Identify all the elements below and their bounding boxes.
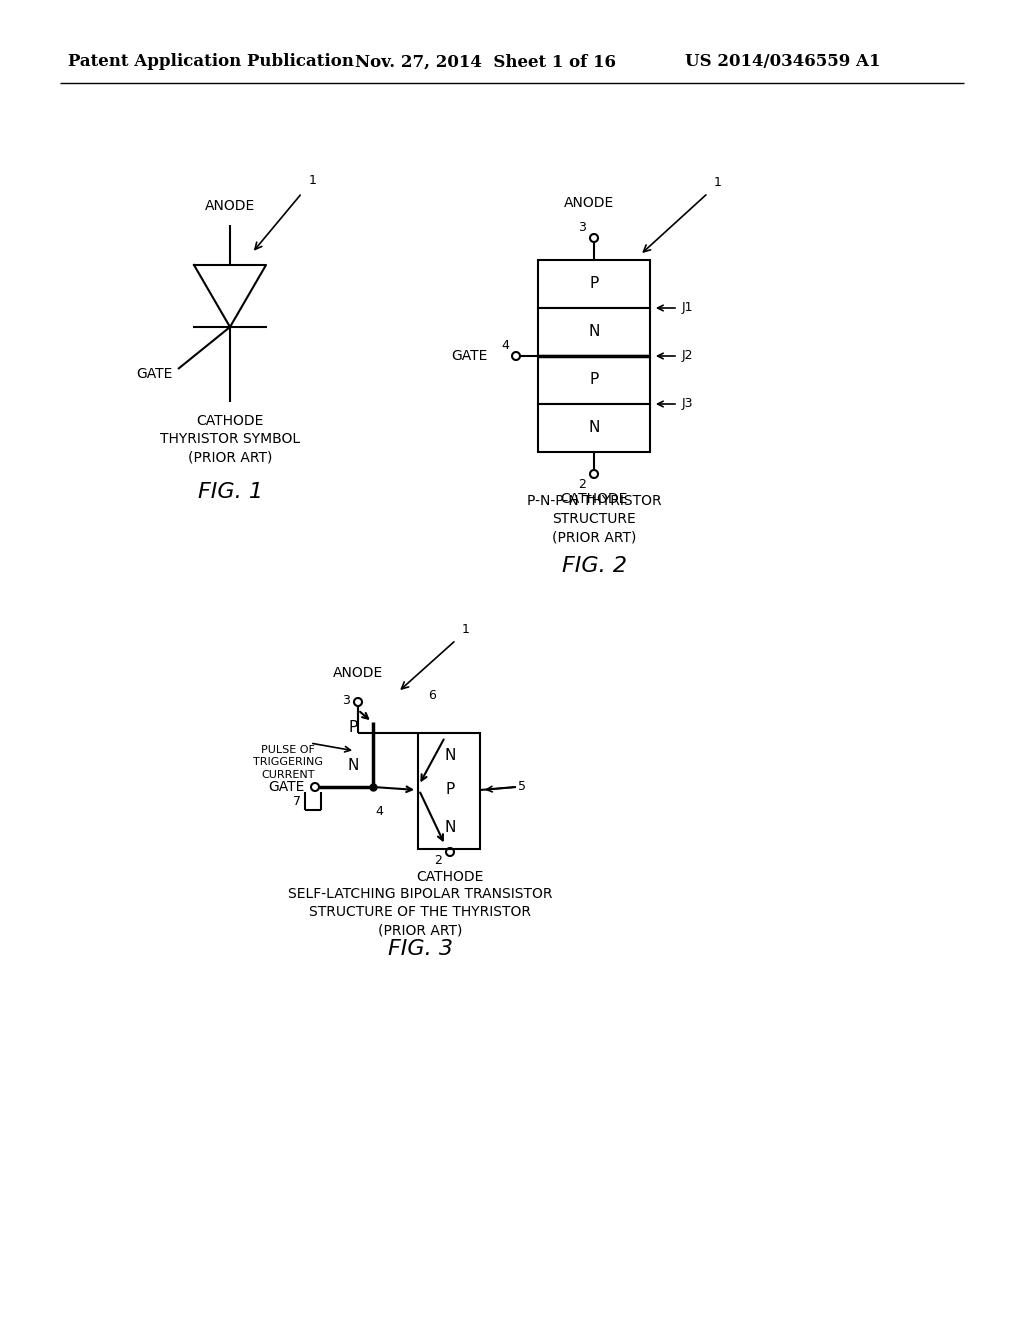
Text: FIG. 2: FIG. 2: [561, 556, 627, 576]
Text: 6: 6: [428, 689, 436, 702]
Text: GATE: GATE: [136, 367, 173, 381]
Text: P-N-P-N THYRISTOR
STRUCTURE
(PRIOR ART): P-N-P-N THYRISTOR STRUCTURE (PRIOR ART): [526, 494, 662, 545]
Text: 1: 1: [714, 176, 722, 189]
Text: N: N: [589, 325, 600, 339]
Bar: [538, 308, 650, 356]
Text: J3: J3: [682, 397, 693, 411]
Text: SELF-LATCHING BIPOLAR TRANSISTOR
STRUCTURE OF THE THYRISTOR
(PRIOR ART): SELF-LATCHING BIPOLAR TRANSISTOR STRUCTU…: [288, 887, 552, 937]
Text: FIG. 1: FIG. 1: [198, 482, 262, 502]
Text: 5: 5: [518, 780, 526, 793]
Text: Nov. 27, 2014  Sheet 1 of 16: Nov. 27, 2014 Sheet 1 of 16: [355, 54, 616, 70]
Bar: [418, 733, 480, 849]
Text: P: P: [590, 372, 599, 388]
Text: CATHODE: CATHODE: [417, 870, 483, 884]
Text: P: P: [445, 783, 455, 797]
Text: CATHODE: CATHODE: [560, 492, 628, 506]
Text: FIG. 3: FIG. 3: [387, 939, 453, 960]
Text: GATE: GATE: [268, 780, 305, 795]
Text: 2: 2: [434, 854, 442, 867]
Text: 3: 3: [342, 693, 350, 706]
Text: ANODE: ANODE: [205, 199, 255, 213]
Text: Patent Application Publication: Patent Application Publication: [68, 54, 354, 70]
Text: 4: 4: [501, 339, 509, 352]
Text: 1: 1: [309, 174, 316, 187]
Text: J2: J2: [682, 350, 693, 363]
Text: 3: 3: [579, 220, 586, 234]
Text: US 2014/0346559 A1: US 2014/0346559 A1: [685, 54, 881, 70]
Text: N: N: [444, 747, 456, 763]
Text: N: N: [444, 820, 456, 834]
Text: 4: 4: [375, 805, 383, 818]
Text: ANODE: ANODE: [333, 667, 383, 680]
Text: 7: 7: [293, 795, 301, 808]
Text: 2: 2: [579, 478, 586, 491]
Text: PULSE OF
TRIGGERING
CURRENT: PULSE OF TRIGGERING CURRENT: [253, 744, 323, 780]
Bar: [538, 260, 650, 308]
Text: N: N: [347, 758, 358, 772]
Text: 1: 1: [462, 623, 470, 636]
Text: GATE: GATE: [452, 348, 488, 363]
Text: P: P: [348, 721, 357, 735]
Text: N: N: [589, 421, 600, 436]
Bar: [538, 356, 650, 404]
Text: P: P: [590, 276, 599, 292]
Text: CATHODE: CATHODE: [197, 414, 264, 428]
Text: ANODE: ANODE: [564, 195, 614, 210]
Text: J1: J1: [682, 301, 693, 314]
Bar: [538, 404, 650, 451]
Text: THYRISTOR SYMBOL
(PRIOR ART): THYRISTOR SYMBOL (PRIOR ART): [160, 432, 300, 465]
